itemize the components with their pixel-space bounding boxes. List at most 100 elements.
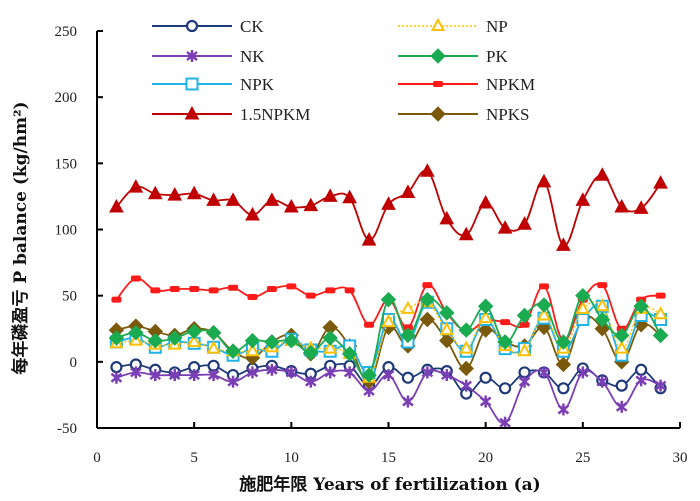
star-stroke: [304, 376, 317, 387]
y-axis-title: 每年磷盈亏 P balance (kg/hm²): [10, 101, 31, 374]
legend-item-npkm: NPKM: [398, 75, 535, 94]
data-point-pk: [419, 291, 436, 308]
legend-marker-npks: [430, 106, 446, 122]
legend: CK NK NPK 1.5NPKM NP PK NPKM NPKS: [152, 17, 535, 124]
data-point-ck: [110, 361, 123, 374]
y-ticks: -50 0 50 100 150 200 250: [55, 24, 103, 437]
data-point-ck: [401, 371, 415, 384]
data-point-1-5npkm: [109, 198, 124, 213]
data-point-1-5npkm: [653, 175, 668, 189]
data-point-npkm: [208, 287, 219, 294]
data-point-pk: [575, 287, 591, 304]
data-point-pk: [536, 297, 552, 313]
data-point-np: [517, 343, 532, 357]
data-point-nk: [596, 375, 609, 388]
star-stroke: [577, 367, 589, 378]
data-point-np: [439, 321, 454, 336]
legend-label: NK: [240, 47, 265, 66]
data-point-nk: [110, 371, 123, 384]
data-point-pk: [205, 325, 222, 341]
y-tick-label: 0: [70, 355, 78, 371]
data-point-npkm: [519, 321, 530, 328]
data-point-1-5npkm: [147, 185, 163, 200]
data-point-npkm: [655, 292, 666, 299]
data-point-nk: [285, 366, 298, 379]
data-point-nk: [518, 375, 531, 388]
data-point-pk: [652, 327, 669, 344]
star-stroke: [227, 376, 239, 387]
data-point-pk: [147, 332, 164, 349]
data-point-nk: [499, 416, 511, 429]
data-point-nk: [130, 366, 142, 379]
data-point-1-5npkm: [361, 232, 377, 246]
star-stroke: [168, 370, 181, 381]
star-stroke: [421, 367, 434, 378]
data-point-ck: [557, 382, 570, 395]
data-point-pk: [322, 330, 338, 346]
data-point-pk: [458, 322, 474, 338]
y-tick-label: 100: [55, 223, 78, 239]
data-point-npkm: [500, 319, 511, 326]
star-stroke: [324, 367, 336, 378]
series-pk: [108, 287, 669, 383]
data-point-npkm: [286, 283, 297, 290]
x-tick-label: 10: [284, 450, 299, 466]
data-point-nk: [421, 366, 434, 379]
star-stroke: [518, 376, 531, 387]
legend-item-np: NP: [398, 17, 508, 36]
data-point-pk: [439, 305, 455, 321]
data-point-npkm: [266, 286, 277, 293]
data-point-nk: [654, 379, 667, 392]
data-point-ck: [499, 382, 512, 395]
data-point-nk: [207, 369, 220, 382]
data-point-np: [595, 298, 610, 312]
data-point-np: [381, 314, 396, 328]
data-point-npkm: [402, 324, 413, 331]
data-point-npkm: [364, 321, 375, 328]
legend-marker-npk: [185, 77, 199, 91]
data-point-pk: [613, 327, 630, 344]
data-point-pk: [400, 327, 416, 344]
data-point-1-5npkm: [322, 188, 338, 202]
data-point-1-5npkm: [497, 220, 513, 234]
series-nk: [110, 363, 667, 429]
data-point-npks: [594, 321, 610, 337]
data-point-npkm: [325, 287, 336, 294]
data-point-np: [536, 307, 552, 321]
data-point-np: [186, 333, 202, 347]
legend-item-nk: NK: [152, 47, 265, 66]
plot-series-group: [108, 163, 669, 429]
data-point-npkm: [247, 293, 258, 300]
data-point-pk: [225, 343, 241, 359]
data-point-npkm: [538, 283, 549, 290]
star-stroke: [441, 370, 453, 381]
data-point-npkm: [111, 296, 122, 303]
data-point-pk: [244, 332, 261, 349]
data-point-npkm: [344, 287, 355, 294]
star-stroke: [382, 370, 395, 381]
legend-item-npks: NPKS: [398, 105, 529, 124]
x-tick-label: 0: [93, 450, 101, 466]
data-point-npks: [439, 332, 455, 349]
y-tick-label: 150: [55, 156, 78, 172]
data-point-1-5npkm: [264, 192, 280, 206]
star-stroke: [285, 367, 298, 378]
data-point-pk: [108, 330, 125, 346]
y-tick-label: 250: [55, 24, 78, 40]
star-stroke: [149, 370, 162, 381]
data-point-pk: [186, 323, 202, 340]
data-point-nk: [343, 366, 356, 379]
legend-item-pk: PK: [398, 47, 508, 66]
legend-marker-npkm: [433, 81, 443, 87]
data-point-nk: [557, 403, 570, 416]
data-point-np: [245, 343, 260, 357]
data-point-1-5npkm: [342, 189, 357, 204]
legend-marker-pk: [430, 48, 446, 64]
data-point-npkm: [150, 287, 161, 294]
data-point-pk: [361, 367, 377, 383]
star-stroke: [246, 367, 259, 378]
x-tick-label: 30: [673, 450, 688, 466]
data-point-npks: [419, 311, 436, 328]
star-stroke: [615, 401, 628, 412]
data-point-nk: [227, 375, 239, 388]
